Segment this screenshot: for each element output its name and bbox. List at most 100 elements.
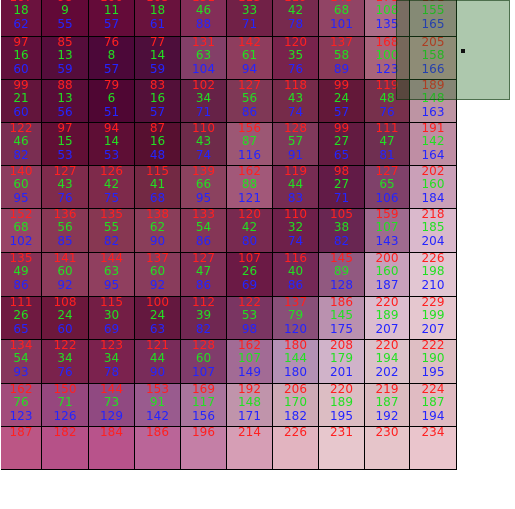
green-value: 39	[195, 308, 212, 322]
pixel-cell: 150 71 126	[42, 382, 89, 427]
red-value: 98	[42, 0, 88, 3]
red-value: 134	[9, 338, 33, 352]
green-value: 89	[333, 264, 350, 278]
green-value: 14	[103, 134, 120, 148]
green-value: 26	[13, 308, 29, 322]
green-value: 107	[238, 351, 261, 365]
red-value: 131	[181, 0, 226, 3]
blue-value: 71	[195, 105, 212, 119]
blue-value: 68	[149, 191, 166, 205]
blue-value: 102	[9, 234, 33, 248]
red-value: 144	[100, 251, 123, 265]
blue-value: 95	[103, 278, 120, 292]
red-value: 107	[1, 0, 41, 3]
pixel-cell: 128 60 107	[181, 339, 227, 384]
blue-value: 57	[103, 62, 120, 76]
pixel-cell: 152 68 102	[1, 208, 42, 253]
pixel-cell: 87 16 48	[135, 121, 181, 166]
pixel-cell: 120 42 80	[227, 208, 273, 253]
green-value: 42	[103, 177, 120, 191]
red-value: 135	[100, 207, 123, 221]
green-value: 42	[241, 220, 258, 234]
blue-value: 164	[421, 148, 445, 162]
red-value: 230	[375, 425, 399, 439]
green-value: 148	[421, 91, 445, 105]
pixel-cell: 220 194 202	[365, 339, 410, 384]
pixel-cell: 226	[273, 426, 319, 470]
pixel-cell: 118 43 74	[273, 79, 319, 123]
blue-value: 71	[241, 17, 258, 31]
blue-value: 53	[103, 148, 120, 162]
blue-value: 75	[103, 191, 120, 205]
pixel-cell: 85 13 59	[42, 36, 89, 80]
green-value: 60	[195, 351, 212, 365]
green-value: 66	[195, 177, 212, 191]
red-value: 87	[149, 121, 166, 135]
blue-value: 65	[333, 148, 350, 162]
red-value: 107	[238, 251, 261, 265]
green-value: 158	[421, 48, 445, 62]
blue-value: 95	[13, 191, 29, 205]
red-value: 111	[375, 121, 399, 135]
blue-value: 195	[330, 409, 353, 423]
green-value: 46	[13, 134, 29, 148]
pixel-cell: 76 8 57	[89, 36, 135, 80]
blue-value: 123	[375, 62, 399, 76]
blue-value: 116	[238, 148, 261, 162]
red-value: 234	[421, 425, 445, 439]
blue-value: 81	[379, 148, 395, 162]
pixel-cell: 119 44 83	[273, 165, 319, 209]
green-value: 24	[333, 91, 350, 105]
green-value: 189	[330, 395, 353, 409]
blue-value: 85	[57, 234, 73, 248]
green-value: 198	[421, 264, 445, 278]
pixel-cell: 123 34 78	[89, 339, 135, 384]
green-value: 34	[103, 351, 120, 365]
red-value: 206	[284, 382, 307, 396]
red-value: 162	[238, 338, 261, 352]
green-value: 9	[61, 3, 69, 17]
green-value: 48	[379, 91, 395, 105]
blue-value: 83	[287, 191, 304, 205]
blue-value: 76	[379, 105, 395, 119]
red-value: 150	[53, 382, 77, 396]
pixel-cell: 112 39 82	[181, 296, 227, 340]
pixel-cell: 206 170 182	[273, 382, 319, 427]
green-value: 42	[287, 3, 304, 17]
blue-value: 128	[330, 278, 353, 292]
green-value: 14	[149, 48, 166, 62]
green-value: 63	[103, 264, 120, 278]
green-value: 160	[421, 177, 445, 191]
red-value: 94	[103, 121, 120, 135]
pixel-cell: 182	[42, 426, 89, 470]
pixel-cell: 111 26 65	[1, 296, 42, 340]
blue-value: 182	[284, 409, 307, 423]
red-value: 115	[100, 295, 123, 309]
red-value: 98	[333, 164, 350, 178]
blue-value: 202	[375, 365, 399, 379]
blue-value: 143	[375, 234, 399, 248]
green-value: 27	[333, 134, 350, 148]
pixel-cell: 186 145 175	[319, 296, 365, 340]
blue-value: 57	[333, 105, 350, 119]
pixel-cell: 140 60 95	[1, 165, 42, 209]
pixel-cell: 135 49 86	[1, 252, 42, 297]
red-value: 153	[146, 382, 169, 396]
pixel-cell: 219 187 192	[365, 383, 410, 427]
green-value: 49	[13, 264, 29, 278]
green-value: 76	[13, 395, 29, 409]
pixel-cell: 99 27 65	[319, 122, 365, 166]
blue-value: 90	[149, 234, 166, 248]
pixel-cell: 99 21 60	[1, 79, 42, 123]
green-value: 16	[149, 134, 166, 148]
red-value: 128	[284, 121, 307, 135]
red-value: 145	[319, 0, 364, 3]
red-value: 119	[375, 78, 399, 92]
green-value: 6	[107, 91, 116, 105]
green-value: 68	[333, 3, 350, 17]
green-value: 65	[379, 177, 395, 191]
green-value: 32	[287, 220, 304, 234]
green-value: 87	[241, 134, 258, 148]
red-value: 138	[146, 207, 169, 221]
pixel-cell: 191 142 164	[410, 122, 457, 166]
